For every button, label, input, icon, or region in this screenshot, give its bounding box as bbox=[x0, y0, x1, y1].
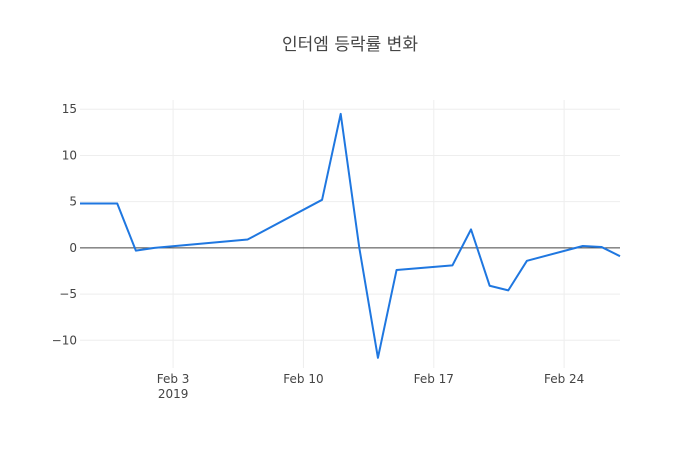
y-tick-label: −10 bbox=[52, 333, 77, 347]
x-tick-label: Feb 24 bbox=[544, 372, 584, 386]
data-point[interactable] bbox=[114, 201, 120, 207]
chart-title: 인터엠 등락률 변화 bbox=[282, 35, 418, 55]
series-line bbox=[80, 112, 621, 359]
data-point[interactable] bbox=[580, 243, 586, 249]
data-point[interactable] bbox=[375, 355, 381, 361]
data-point[interactable] bbox=[468, 226, 474, 232]
series-layer bbox=[77, 111, 623, 361]
data-point[interactable] bbox=[245, 237, 251, 243]
data-point[interactable] bbox=[449, 262, 455, 268]
y-tick-label: 15 bbox=[62, 102, 77, 116]
x-tick-label: Feb 3 bbox=[157, 372, 190, 386]
data-point[interactable] bbox=[505, 287, 511, 293]
data-point[interactable] bbox=[338, 111, 344, 117]
data-point[interactable] bbox=[524, 258, 530, 264]
x-tick-label: Feb 17 bbox=[414, 372, 454, 386]
y-tick-label: 10 bbox=[62, 148, 77, 162]
x-tick-sublabel: 2019 bbox=[158, 387, 189, 401]
x-tick-label: Feb 10 bbox=[283, 372, 323, 386]
data-point[interactable] bbox=[598, 244, 604, 250]
data-point[interactable] bbox=[96, 201, 102, 207]
data-point[interactable] bbox=[487, 283, 493, 289]
data-point[interactable] bbox=[77, 201, 83, 207]
y-tick-label: 5 bbox=[69, 195, 77, 209]
grid-layer bbox=[80, 100, 620, 368]
data-point[interactable] bbox=[617, 253, 623, 259]
data-point[interactable] bbox=[319, 197, 325, 203]
y-tick-label: 0 bbox=[69, 241, 77, 255]
data-point[interactable] bbox=[394, 267, 400, 273]
data-point[interactable] bbox=[151, 245, 157, 251]
data-point[interactable] bbox=[356, 245, 362, 251]
data-point[interactable] bbox=[133, 248, 139, 254]
y-tick-label: −5 bbox=[59, 287, 77, 301]
